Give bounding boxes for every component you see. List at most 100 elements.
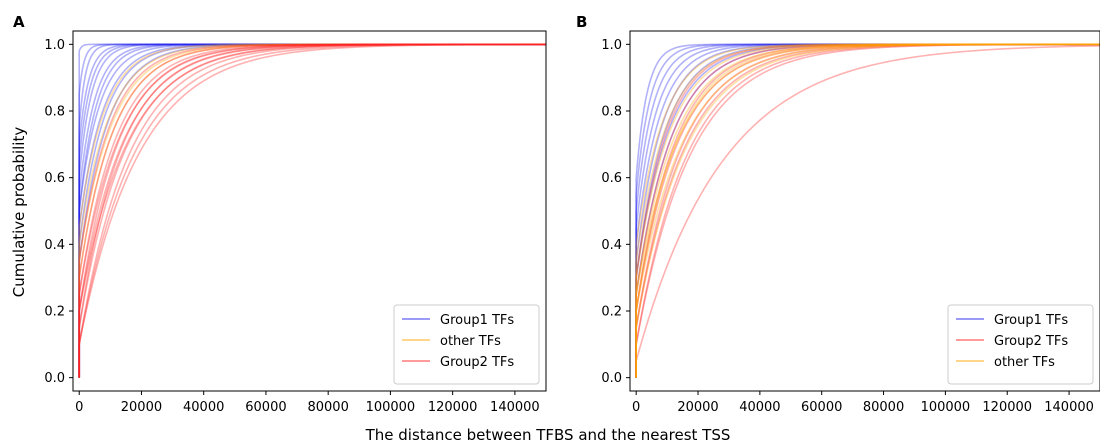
y-tick-label: 0.2	[44, 305, 65, 320]
curve-line	[635, 43, 1100, 378]
curve-line	[635, 43, 1100, 378]
curve-line	[635, 43, 1100, 378]
curve-line	[635, 43, 1100, 378]
x-tick-label: 40000	[183, 400, 224, 415]
curve-line	[635, 43, 1100, 378]
y-tick-label: 1.0	[44, 38, 65, 53]
curve-line	[635, 45, 1100, 378]
curve-line	[78, 43, 546, 378]
curve-line	[78, 43, 546, 378]
curve-line	[635, 43, 1100, 378]
x-tick-label: 40000	[739, 400, 780, 415]
x-tick-label: 140000	[490, 400, 540, 415]
legend-label: other TFs	[440, 334, 501, 349]
legend: Group1 TFs Group2 TFs other TFs	[947, 304, 1094, 385]
x-tick-label: 20000	[677, 400, 718, 415]
y-axis: 0.0 0.2 0.4 0.6 0.8 1.0	[44, 38, 73, 386]
shared-x-axis-label: The distance between TFBS and the neares…	[365, 426, 731, 442]
y-tick-label: 0.0	[44, 371, 65, 386]
curve-line	[635, 43, 1100, 378]
panel-a: A 0 20000 40000 60000 80000 100000 120000 140000…	[13, 13, 547, 415]
series-group1-tfs	[635, 43, 1100, 378]
y-tick-label: 0.4	[601, 238, 622, 253]
curve-line	[78, 43, 546, 378]
curve-line	[78, 43, 546, 378]
series-group1-tfs	[78, 43, 546, 378]
series-group2-tfs	[78, 43, 546, 378]
curve-line	[78, 43, 546, 378]
x-tick-label: 80000	[307, 400, 348, 415]
curve-line	[635, 43, 1100, 378]
panel-letter-b: B	[576, 13, 587, 31]
curve-line	[78, 43, 546, 378]
x-tick-label: 100000	[921, 400, 971, 415]
x-tick-label: 80000	[863, 400, 904, 415]
x-tick-label: 120000	[428, 400, 478, 415]
curve-line	[78, 43, 546, 378]
series-other-tfs	[78, 43, 546, 378]
curve-line	[78, 43, 546, 378]
curve-line	[635, 43, 1100, 378]
x-tick-label: 0	[632, 400, 640, 415]
legend-box	[393, 304, 540, 385]
series-group2-tfs	[635, 43, 1100, 378]
y-tick-label: 0.8	[44, 105, 65, 120]
x-tick-label: 60000	[801, 400, 842, 415]
series-other-tfs	[635, 43, 1100, 378]
curve-line	[78, 43, 546, 378]
y-tick-label: 0.0	[601, 371, 622, 386]
curve-line	[78, 43, 546, 378]
curve-line	[635, 43, 1100, 378]
panel-b: B 0 20000 40000 60000 80000 100000 120000 140000…	[576, 13, 1100, 415]
x-axis: 0 20000 40000 60000 80000 100000 120000 140000	[632, 391, 1094, 415]
y-axis: 0.0 0.2 0.4 0.6 0.8 1.0	[601, 38, 630, 386]
curve-line	[78, 43, 546, 378]
curve-line	[635, 43, 1100, 378]
x-tick-label: 20000	[121, 400, 162, 415]
curve-line	[78, 43, 546, 378]
y-tick-label: 0.6	[601, 171, 622, 186]
curve-line	[635, 43, 1100, 378]
curve-line	[78, 43, 546, 378]
plot-frame	[72, 30, 547, 392]
legend-label: Group2 TFs	[440, 355, 514, 370]
legend-label: Group1 TFs	[440, 313, 514, 328]
legend-label: Group2 TFs	[994, 334, 1068, 349]
shared-y-axis-label: Cumulative probability	[10, 127, 28, 298]
curve-line	[635, 43, 1100, 378]
curve-line	[78, 43, 546, 378]
curve-line	[78, 43, 546, 378]
curve-line	[78, 43, 546, 378]
x-tick-label: 0	[75, 400, 83, 415]
curve-line	[78, 43, 546, 378]
x-tick-label: 60000	[245, 400, 286, 415]
curve-line	[635, 43, 1100, 378]
y-tick-label: 0.4	[44, 238, 65, 253]
curve-line	[78, 43, 546, 378]
legend-box	[947, 304, 1094, 385]
curve-line	[78, 43, 546, 378]
curve-line	[635, 43, 1100, 378]
y-tick-label: 0.2	[601, 305, 622, 320]
curve-line	[78, 43, 546, 378]
curve-line	[78, 43, 546, 378]
curves	[78, 43, 546, 378]
legend-label: Group1 TFs	[994, 313, 1068, 328]
curve-line	[635, 43, 1100, 378]
x-tick-label: 120000	[982, 400, 1032, 415]
curve-line	[635, 43, 1100, 378]
curve-line	[635, 43, 1100, 378]
legend: Group1 TFs other TFs Group2 TFs	[393, 304, 540, 385]
x-tick-label: 100000	[366, 400, 416, 415]
y-tick-label: 1.0	[601, 38, 622, 53]
curve-line	[78, 43, 546, 378]
curve-line	[78, 43, 546, 378]
curve-line	[78, 43, 546, 378]
x-axis: 0 20000 40000 60000 80000 100000 120000 140000	[75, 391, 540, 415]
panel-letter-a: A	[13, 13, 25, 31]
curve-line	[78, 43, 546, 378]
curve-line	[635, 43, 1100, 378]
curves	[635, 43, 1100, 378]
curve-line	[635, 43, 1100, 378]
